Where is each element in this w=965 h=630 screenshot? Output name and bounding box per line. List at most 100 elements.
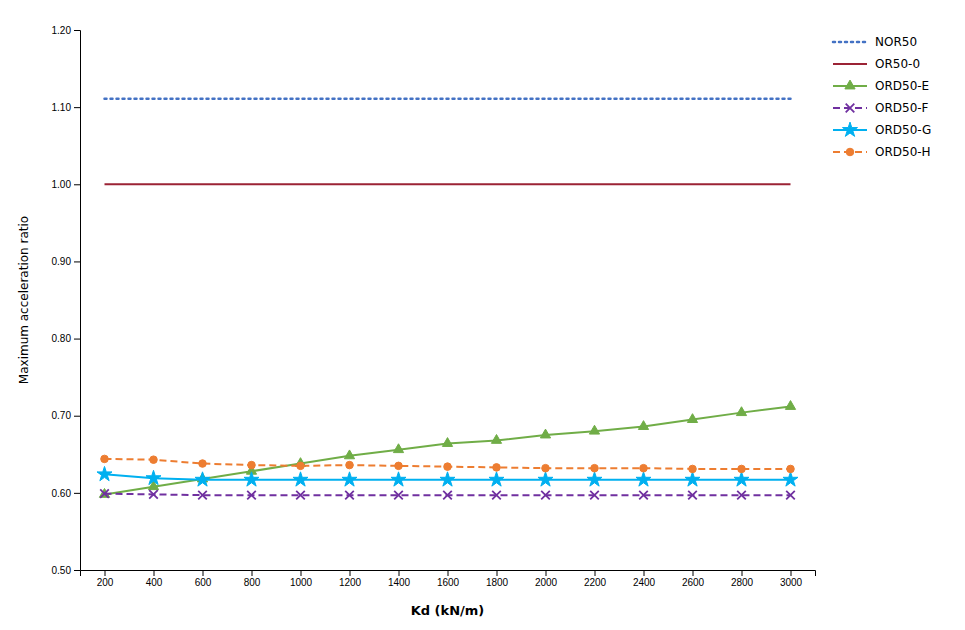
series-marker (591, 464, 599, 472)
legend-marker (842, 122, 857, 136)
y-tick: 0.90 (52, 256, 80, 267)
series-marker (638, 421, 648, 430)
y-axis: 0.500.600.700.800.901.001.101.20 (52, 25, 81, 576)
x-tick: 600 (195, 570, 212, 588)
x-tick-mark (301, 570, 302, 576)
x-tick: 400 (146, 570, 163, 588)
series-marker (687, 414, 697, 423)
series-marker (785, 401, 795, 410)
x-tick: 2200 (584, 570, 607, 588)
series-marker (198, 491, 207, 500)
x-tick-mark (546, 570, 547, 576)
series-marker (146, 470, 161, 484)
x-tick-mark (742, 570, 743, 576)
y-tick-mark (74, 339, 80, 340)
y-tick-label: 0.70 (52, 410, 72, 421)
series-marker (685, 472, 700, 486)
x-tick: 800 (244, 570, 261, 588)
series-line (105, 97, 791, 100)
legend-label: ORD50-E (875, 79, 929, 93)
y-tick: 1.00 (52, 179, 80, 190)
legend-swatch (833, 63, 867, 65)
series-marker (443, 491, 452, 500)
y-tick: 1.10 (52, 102, 80, 113)
series-marker (589, 425, 599, 434)
series-marker (293, 472, 308, 486)
y-tick-mark (74, 261, 80, 262)
x-tick-mark (448, 570, 449, 576)
x-tick: 3000 (780, 570, 803, 588)
legend-label: ORD50-H (875, 145, 931, 159)
series-marker (737, 491, 746, 500)
legend-item: ORD50-F (833, 101, 929, 115)
series-marker (590, 491, 599, 500)
series-marker (541, 491, 550, 500)
series-marker (640, 464, 648, 472)
x-tick-mark (595, 570, 596, 576)
y-tick: 0.80 (52, 333, 80, 344)
series-marker (738, 465, 746, 473)
y-tick-label: 0.90 (52, 256, 72, 267)
legend-label: ORD50-G (875, 123, 931, 137)
y-tick-label: 1.00 (52, 179, 72, 190)
series-group (97, 99, 798, 500)
series (99, 401, 795, 498)
x-tick: 200 (97, 570, 114, 588)
y-axis-title: Maximum acceleration ratio (17, 216, 31, 384)
series-marker (787, 465, 795, 473)
series-marker (248, 461, 256, 469)
x-tick: 1600 (437, 570, 460, 588)
x-tick-label: 600 (195, 577, 212, 588)
legend-item: ORD50-H (833, 145, 931, 159)
series-marker (345, 491, 354, 500)
y-tick-label: 0.60 (52, 488, 72, 499)
series (101, 455, 795, 473)
x-tick: 2000 (535, 570, 558, 588)
legend: NOR50OR50-0ORD50-EORD50-FORD50-GORD50-H (833, 35, 931, 159)
legend-item: ORD50-G (833, 122, 931, 137)
x-tick: 2800 (731, 570, 754, 588)
series-marker (297, 462, 305, 470)
series-marker (199, 460, 207, 468)
x-axis-line (81, 571, 816, 577)
series-marker (442, 438, 452, 447)
x-tick: 2400 (633, 570, 656, 588)
y-tick-label: 1.20 (52, 25, 72, 36)
series-marker (444, 463, 452, 471)
series-marker (538, 472, 553, 486)
series-marker (344, 450, 354, 459)
x-tick: 1800 (486, 570, 509, 588)
x-tick-mark (105, 570, 106, 576)
x-tick-mark (154, 570, 155, 576)
series-marker (736, 407, 746, 416)
y-tick-mark (74, 30, 80, 31)
y-tick-mark (74, 416, 80, 417)
series-marker (195, 472, 210, 486)
series-marker (150, 456, 158, 464)
x-tick-label: 1400 (388, 577, 411, 588)
x-tick-mark (791, 570, 792, 576)
series-marker (296, 491, 305, 500)
series-marker (636, 472, 651, 486)
legend-item: NOR50 (833, 35, 917, 49)
legend-label: NOR50 (875, 35, 917, 49)
series-marker (493, 464, 501, 472)
y-tick: 1.20 (52, 25, 80, 36)
legend-marker (845, 80, 855, 89)
x-tick-label: 200 (97, 577, 114, 588)
series-marker (97, 466, 112, 480)
legend-marker (846, 104, 855, 113)
x-axis: 2004006008001000120014001600180020002200… (81, 570, 816, 588)
x-tick-label: 1000 (290, 577, 313, 588)
x-tick-mark (252, 570, 253, 576)
y-tick-mark (74, 570, 80, 571)
x-tick-label: 2000 (535, 577, 558, 588)
series-marker (542, 464, 550, 472)
plot-area: 2004006008001000120014001600180020002200… (52, 25, 816, 588)
y-tick-label: 0.80 (52, 333, 72, 344)
series-marker (393, 444, 403, 453)
x-tick-label: 800 (244, 577, 261, 588)
series (105, 98, 791, 99)
x-tick: 1000 (290, 570, 313, 588)
series-marker (786, 491, 795, 500)
